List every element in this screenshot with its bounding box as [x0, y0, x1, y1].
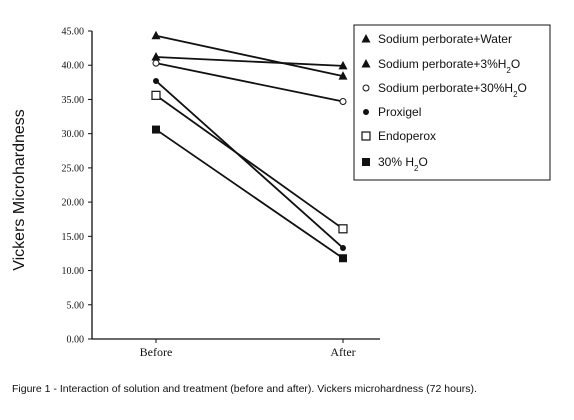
- series-line: [155, 80, 344, 249]
- y-axis-label: Vickers Microhardness: [11, 109, 28, 271]
- chart-svg: 0.00 5.00 10.00 15.00 20.00 25.00 30.00 35.00 40…: [11, 24, 551, 359]
- legend-subscript: 2: [414, 164, 419, 173]
- y-tick-label: 40.00: [62, 61, 85, 72]
- legend-text-part: Sodium perborate+Water: [378, 32, 512, 46]
- legend-text-part: O: [518, 81, 527, 95]
- legend-label: Proxigel: [378, 105, 421, 119]
- series-line: [155, 62, 344, 103]
- y-tick-label: 25.00: [62, 163, 85, 174]
- series-line: [155, 56, 344, 67]
- legend-text-part: Endoperox: [378, 129, 436, 143]
- data-point: [152, 125, 160, 134]
- legend-marker: [362, 84, 370, 92]
- legend-marker: [361, 34, 371, 43]
- series-lines: [155, 34, 344, 259]
- legend-marker: [362, 158, 370, 166]
- y-tick-label: 0.00: [67, 335, 85, 346]
- legend-marker: [363, 109, 369, 115]
- x-tick-label: After: [330, 345, 355, 359]
- data-point: [153, 77, 159, 84]
- data-point: [338, 60, 348, 70]
- legend: Sodium perborate+Water Sodium perborate+3…: [353, 24, 551, 181]
- legend-subscript: 2: [513, 90, 518, 99]
- legend-marker: [361, 59, 371, 68]
- data-point: [339, 254, 347, 263]
- legend-label: Sodium perborate+Water: [378, 32, 512, 46]
- legend-marker: [361, 131, 371, 141]
- data-point: [340, 244, 346, 251]
- data-point: [338, 71, 348, 80]
- legend-subscript: 2: [506, 66, 511, 75]
- legend-text-part: 30% H: [378, 155, 414, 169]
- series-line: [155, 34, 344, 78]
- legend-box: [353, 24, 551, 181]
- legend-text-part: Sodium perborate+30%H: [378, 81, 513, 95]
- legend-label: Endoperox: [378, 129, 436, 143]
- data-point: [152, 59, 160, 67]
- axes: 0.00 5.00 10.00 15.00 20.00 25.00 30.00 35.00 40…: [62, 27, 380, 359]
- y-tick-label: 20.00: [62, 198, 85, 209]
- y-tick-label: 10.00: [62, 266, 85, 277]
- data-point: [151, 30, 161, 40]
- legend-label: Sodium perborate+3%H2O: [378, 57, 520, 75]
- legend-label: 30% H2O: [378, 155, 428, 173]
- x-tick-label: Before: [140, 345, 173, 359]
- legend-text-part: Sodium perborate+3%H: [378, 57, 506, 71]
- y-tick-label: 30.00: [62, 129, 85, 140]
- series-line: [155, 94, 344, 230]
- data-point: [151, 90, 161, 100]
- data-point: [151, 52, 161, 61]
- y-tick-label: 35.00: [62, 95, 85, 106]
- legend-text-part: Proxigel: [378, 105, 421, 119]
- y-tick-label: 45.00: [62, 27, 85, 38]
- series-line: [155, 128, 344, 259]
- figure-caption: Figure 1 - Interaction of solution and t…: [12, 383, 477, 395]
- legend-label: Sodium perborate+30%H2O: [378, 81, 527, 99]
- y-tick-label: 5.00: [67, 300, 85, 311]
- legend-text-part: O: [418, 155, 427, 169]
- legend-text-part: O: [511, 57, 520, 71]
- series-markers: [151, 30, 348, 263]
- y-tick-label: 15.00: [62, 232, 85, 243]
- data-point: [339, 97, 347, 105]
- data-point: [338, 224, 348, 234]
